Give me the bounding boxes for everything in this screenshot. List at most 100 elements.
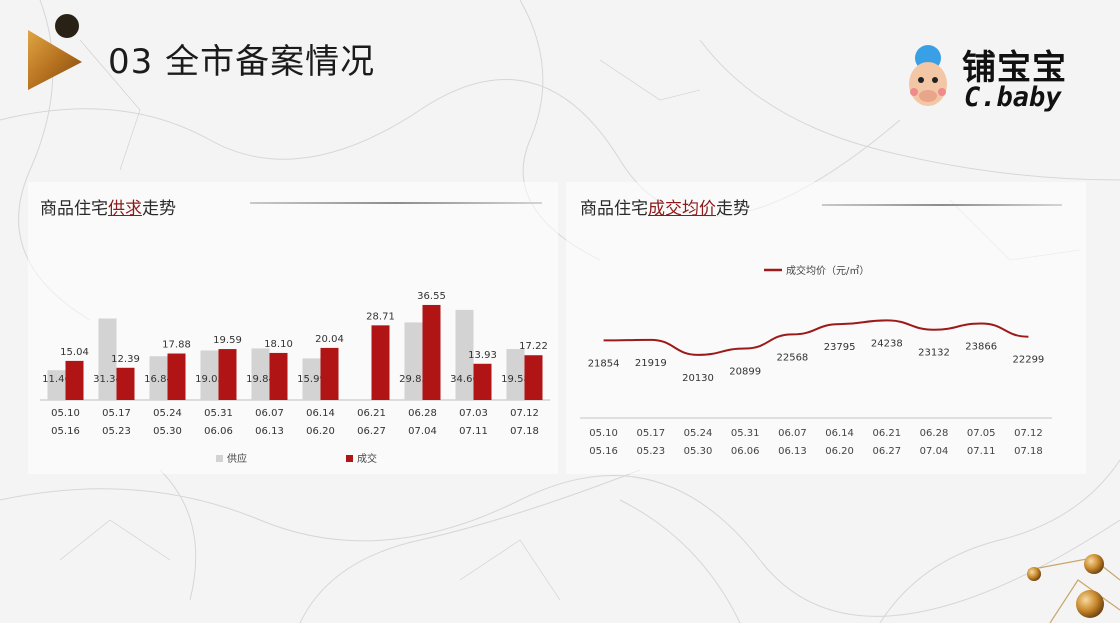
x-tick-label: 07.12 xyxy=(1014,428,1043,439)
supply-demand-panel: 商品住宅供求走势 11.46 15.04 05.10 05.16 31.34 12.39 0… xyxy=(28,182,558,474)
deal-value-label: 19.59 xyxy=(213,335,242,346)
supply-bar xyxy=(302,358,321,400)
price-value-label: 21919 xyxy=(635,358,667,369)
decorative-orbs xyxy=(1027,554,1120,623)
deal-value-label: 12.39 xyxy=(111,354,140,365)
deal-value-label: 17.22 xyxy=(519,341,548,352)
supply-value-label: 19.84 xyxy=(246,374,275,385)
title-rule xyxy=(822,204,1062,206)
x-tick-label-end: 07.11 xyxy=(967,446,996,457)
x-tick-label: 05.24 xyxy=(684,428,713,439)
x-tick-label-end: 05.23 xyxy=(636,446,665,457)
price-value-label: 23132 xyxy=(918,348,950,359)
x-tick-label: 07.12 xyxy=(510,408,539,419)
x-tick-label: 06.28 xyxy=(408,408,437,419)
supply-value-label: 19.05 xyxy=(195,374,224,385)
price-value-label: 20130 xyxy=(682,373,714,384)
x-tick-label: 06.28 xyxy=(920,428,949,439)
supply-bar xyxy=(455,309,474,400)
x-tick-label-end: 07.18 xyxy=(1014,446,1043,457)
legend-label-deal: 成交 xyxy=(357,452,377,465)
mascot-icon xyxy=(909,45,947,106)
x-tick-label-end: 06.06 xyxy=(731,446,760,457)
x-tick-label: 06.14 xyxy=(306,408,335,419)
x-tick-label: 05.10 xyxy=(51,408,80,419)
supply-bar xyxy=(149,356,168,400)
deal-bar xyxy=(473,363,492,400)
price-value-label: 24238 xyxy=(871,338,903,349)
price-line xyxy=(603,319,1029,356)
x-tick-label-end: 06.13 xyxy=(255,426,284,437)
x-tick-label: 05.31 xyxy=(204,408,233,419)
price-value-label: 22299 xyxy=(1012,355,1044,366)
x-tick-label-end: 07.11 xyxy=(459,426,488,437)
x-tick-label-end: 06.06 xyxy=(204,426,233,437)
supply-value-label: 34.66 xyxy=(450,374,479,385)
supply-bar xyxy=(200,350,219,400)
supply-value-label: 11.46 xyxy=(42,374,71,385)
x-tick-label-end: 06.27 xyxy=(872,446,901,457)
slide-corner-logo xyxy=(28,14,82,90)
supply-value-label: 15.99 xyxy=(297,374,326,385)
x-tick-label: 06.07 xyxy=(778,428,807,439)
deal-bar xyxy=(524,355,543,400)
x-tick-label: 06.14 xyxy=(825,428,854,439)
price-value-label: 21854 xyxy=(588,358,620,369)
x-tick-label: 05.17 xyxy=(102,408,131,419)
deal-bar xyxy=(218,349,237,400)
x-tick-label-end: 05.23 xyxy=(102,426,131,437)
supply-bar xyxy=(47,370,66,400)
avg-price-title: 商品住宅成交均价走势 xyxy=(580,199,750,219)
brand-logo: 铺宝宝 C.baby xyxy=(904,40,1094,120)
x-tick-label: 05.24 xyxy=(153,408,182,419)
deal-bar xyxy=(422,304,441,400)
x-tick-label-end: 05.16 xyxy=(589,446,618,457)
x-tick-label: 05.31 xyxy=(731,428,760,439)
supply-bar xyxy=(506,349,525,400)
x-tick-label-end: 05.16 xyxy=(51,426,80,437)
avg-price-panel: 商品住宅成交均价走势 成交均价（元/㎡） 21854 05.10 05.16 21919… xyxy=(566,182,1086,474)
supply-value-label: 29.83 xyxy=(399,374,428,385)
deal-bar xyxy=(116,367,135,400)
supply-value-label: 31.34 xyxy=(93,374,122,385)
deal-bar xyxy=(65,360,84,400)
brand-name: 铺宝宝 xyxy=(962,48,1067,88)
slide-title: 03 全市备案情况 xyxy=(108,42,376,82)
x-tick-label: 07.03 xyxy=(459,408,488,419)
x-tick-label: 06.21 xyxy=(872,428,901,439)
supply-bar xyxy=(251,348,270,400)
x-tick-label-end: 06.13 xyxy=(778,446,807,457)
price-value-label: 20899 xyxy=(729,366,761,377)
x-tick-label: 05.10 xyxy=(589,428,618,439)
deal-value-label: 18.10 xyxy=(264,339,293,350)
deal-value-label: 28.71 xyxy=(366,311,395,322)
x-tick-label-end: 05.30 xyxy=(684,446,713,457)
price-value-label: 23795 xyxy=(824,342,856,353)
x-tick-label-end: 05.30 xyxy=(153,426,182,437)
supply-value-label: 19.58 xyxy=(501,374,530,385)
deal-value-label: 17.88 xyxy=(162,340,191,351)
supply-bar xyxy=(98,318,117,400)
legend-label-price: 成交均价（元/㎡） xyxy=(786,264,869,277)
legend-swatch-deal xyxy=(346,455,353,462)
deal-bar xyxy=(320,347,339,400)
x-tick-label-end: 06.20 xyxy=(825,446,854,457)
deal-value-label: 13.93 xyxy=(468,350,497,361)
x-tick-label: 07.05 xyxy=(967,428,996,439)
brand-name-en: C.baby xyxy=(964,82,1062,113)
supply-bar xyxy=(404,322,423,400)
deal-value-label: 20.04 xyxy=(315,334,344,345)
deal-bar xyxy=(167,353,186,400)
deal-value-label: 15.04 xyxy=(60,347,89,358)
x-tick-label-end: 07.04 xyxy=(920,446,949,457)
x-tick-label-end: 06.20 xyxy=(306,426,335,437)
x-tick-label: 06.07 xyxy=(255,408,284,419)
x-tick-label: 05.17 xyxy=(636,428,665,439)
supply-demand-bar-chart: 11.46 15.04 05.10 05.16 31.34 12.39 05.17 05.23… xyxy=(40,291,550,465)
x-tick-label-end: 07.04 xyxy=(408,426,437,437)
price-value-label: 22568 xyxy=(776,352,808,363)
legend-label-supply: 供应 xyxy=(227,452,247,465)
avg-price-line-chart: 成交均价（元/㎡） 21854 05.10 05.16 21919 05.17 05.23 2… xyxy=(580,264,1052,457)
deal-bar xyxy=(269,352,288,400)
price-value-label: 23866 xyxy=(965,342,997,353)
